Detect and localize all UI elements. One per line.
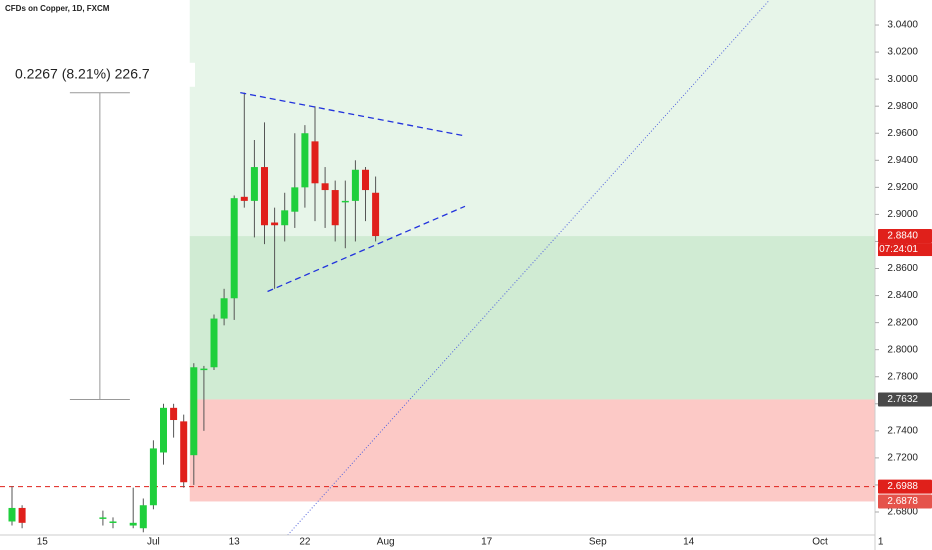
y-tick-label: 2.9000 bbox=[887, 209, 918, 220]
candle-body bbox=[149, 448, 157, 506]
stop-price-box bbox=[878, 494, 932, 509]
alert-price-label: 2.6988 bbox=[887, 481, 918, 492]
candle-body bbox=[230, 198, 238, 299]
candle-body bbox=[301, 133, 309, 188]
candle-body bbox=[18, 507, 26, 523]
candle-body bbox=[180, 421, 188, 483]
x-tick-label: 15 bbox=[37, 537, 49, 548]
y-tick-label: 2.8400 bbox=[887, 290, 918, 301]
countdown-box bbox=[878, 243, 932, 257]
trendline bbox=[267, 205, 466, 293]
entry-price-box bbox=[878, 392, 932, 407]
profit-zone bbox=[189, 236, 875, 400]
y-tick-label: 3.0200 bbox=[887, 47, 918, 58]
x-tick-label: 22 bbox=[299, 537, 311, 548]
x-tick-label: 17 bbox=[481, 537, 493, 548]
y-tick-label: 3.0000 bbox=[887, 74, 918, 85]
candle-body bbox=[160, 407, 167, 453]
candle-body bbox=[281, 210, 289, 226]
current-price-label: 2.8840 bbox=[887, 231, 918, 242]
y-tick-label: 2.7400 bbox=[887, 425, 918, 436]
axes: 2.68002.70002.72002.74002.76002.78002.80… bbox=[37, 20, 932, 548]
measure-label: 0.2267 (8.21%) 226.7 bbox=[15, 65, 150, 81]
candle-body bbox=[351, 169, 359, 201]
candle-body bbox=[341, 200, 349, 203]
candle-body bbox=[200, 368, 208, 371]
y-tick-label: 2.8000 bbox=[887, 344, 918, 355]
y-tick-label: 2.9800 bbox=[887, 101, 918, 112]
y-tick-label: 2.7800 bbox=[887, 371, 918, 382]
candle-body bbox=[190, 367, 198, 456]
stop-price-label: 2.6878 bbox=[887, 496, 918, 507]
x-tick-label: Jul bbox=[147, 537, 160, 548]
countdown-label: 07:24:01 bbox=[879, 244, 918, 255]
y-tick-label: 3.0400 bbox=[887, 20, 918, 31]
y-tick-label: 2.9200 bbox=[887, 182, 918, 193]
y-tick-label: 2.7200 bbox=[887, 453, 918, 464]
candle-body bbox=[139, 505, 147, 529]
candle-body bbox=[220, 298, 228, 319]
entry-price-label: 2.7632 bbox=[887, 394, 918, 405]
candle-body bbox=[291, 187, 299, 212]
measure-box bbox=[5, 62, 195, 87]
target-zone bbox=[189, 0, 875, 237]
x-tick-label: 13 bbox=[229, 537, 241, 548]
candle-body bbox=[331, 190, 339, 226]
x-tick-label: Sep bbox=[589, 537, 607, 548]
candle-body bbox=[210, 318, 218, 368]
stop-zone bbox=[189, 399, 875, 502]
candle-body bbox=[311, 141, 319, 184]
trendline bbox=[240, 92, 466, 137]
candle-body bbox=[261, 167, 268, 226]
x-tick-label: Oct bbox=[812, 537, 828, 548]
marks: 0.2267 (8.21%) 226.7 bbox=[0, 0, 875, 535]
candle-body bbox=[250, 167, 258, 201]
x-tick-label: Aug bbox=[377, 537, 395, 548]
candle-body bbox=[8, 507, 16, 522]
y-tick-label: 2.9400 bbox=[887, 155, 918, 166]
current-price-box bbox=[878, 229, 932, 244]
candle-body bbox=[362, 169, 369, 191]
y-tick-label: 2.8200 bbox=[887, 317, 918, 328]
alert-price-box bbox=[878, 479, 932, 494]
y-tick-label: 2.9600 bbox=[887, 128, 918, 139]
candle-body bbox=[240, 196, 248, 201]
y-tick-label: 2.8600 bbox=[887, 263, 918, 274]
x-tick-label: 14 bbox=[683, 537, 695, 548]
candle-body bbox=[271, 222, 279, 226]
candle-body bbox=[372, 192, 380, 237]
candle-body bbox=[321, 183, 329, 191]
candle-body bbox=[99, 517, 107, 519]
x-tick-label: 1 bbox=[878, 537, 884, 548]
y-tick-label: 2.6800 bbox=[887, 507, 918, 518]
candle-body bbox=[129, 522, 137, 526]
candle-body bbox=[109, 521, 117, 523]
plot-area bbox=[189, 0, 875, 502]
candle-body bbox=[170, 407, 178, 421]
chart-title: CFDs on Copper, 1D, FXCM bbox=[5, 4, 110, 13]
